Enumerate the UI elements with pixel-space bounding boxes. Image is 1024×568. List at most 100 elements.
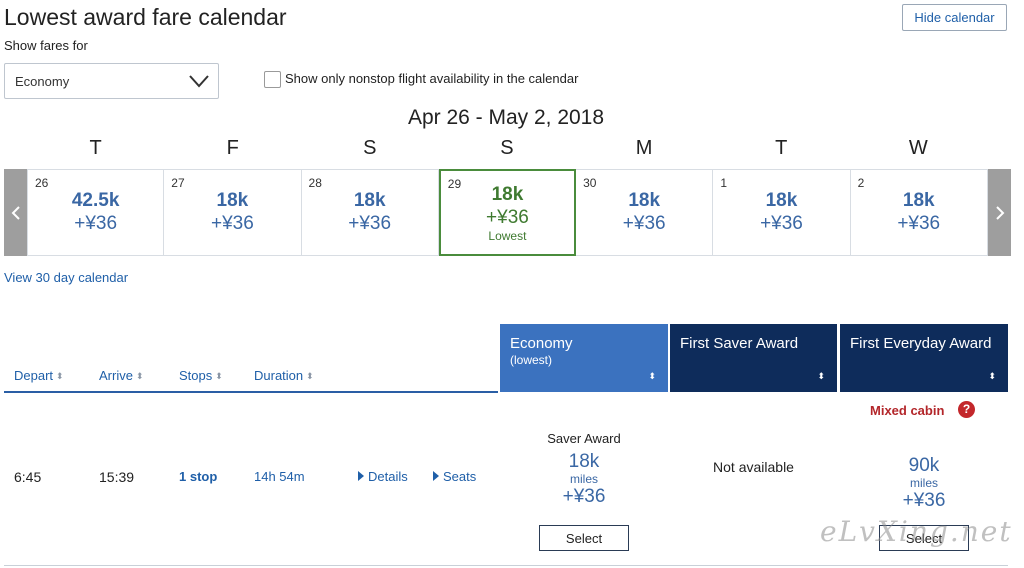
mixed-cabin-label: Mixed cabin — [870, 403, 945, 418]
day-number: 2 — [857, 176, 865, 190]
day-tax: +¥36 — [74, 213, 118, 234]
first-saver-header-title: First Saver Award — [680, 335, 799, 352]
calendar-week-row: 26 42.5k +¥36 27 18k +¥36 28 18k +¥36 29… — [4, 169, 1011, 257]
first-everyday-fare-cell: 90k miles +¥36 — [840, 455, 1008, 512]
sort-depart[interactable]: Depart ⬍ — [14, 368, 64, 383]
sort-stops-label: Stops — [179, 368, 213, 383]
flight-seats-link[interactable]: Seats — [433, 469, 476, 484]
saver-award-label: Saver Award — [547, 431, 621, 446]
day-tax: +¥36 — [211, 213, 254, 234]
economy-fare-tax: +¥36 — [562, 486, 606, 507]
sort-icon: ⬍ — [56, 371, 64, 381]
weekday-label: M — [635, 137, 653, 159]
sort-arrive-label: Arrive — [99, 368, 133, 383]
economy-select-button[interactable]: Select — [539, 525, 629, 551]
caret-right-icon — [358, 471, 364, 481]
nonstop-checkbox[interactable] — [264, 71, 281, 88]
day-tax: +¥36 — [348, 213, 392, 234]
day-miles: 18k — [491, 184, 524, 205]
next-week-button[interactable] — [988, 169, 1011, 256]
flight-details-link[interactable]: Details — [358, 469, 408, 484]
view-30-day-calendar-link[interactable]: View 30 day calendar — [4, 270, 129, 285]
day-miles: 18k — [902, 190, 935, 211]
lowest-label: Lowest — [488, 229, 527, 243]
day-miles: 18k — [628, 190, 661, 211]
calendar-day[interactable]: 28 18k +¥36 — [301, 169, 439, 256]
day-tax: +¥36 — [622, 213, 666, 234]
first-everyday-fare-miles: 90k — [908, 455, 940, 476]
flight-depart-time: 6:45 — [14, 469, 42, 485]
day-tax: +¥36 — [486, 207, 529, 228]
sort-icon: ⬍ — [817, 371, 825, 381]
sort-icon: ⬍ — [988, 371, 996, 381]
weekday-label: S — [363, 137, 377, 159]
weekday-label: W — [908, 137, 928, 159]
flight-stops-link[interactable]: 1 stop — [179, 469, 218, 484]
previous-week-button[interactable] — [4, 169, 27, 256]
caret-right-icon — [433, 471, 439, 481]
weekday-label: T — [775, 137, 788, 159]
day-number: 28 — [308, 176, 322, 190]
chevron-right-icon — [995, 205, 1004, 220]
flight-duration: 14h 54m — [254, 469, 305, 484]
economy-header-title: Economy — [510, 335, 573, 352]
chevron-down-icon — [188, 72, 210, 95]
calendar-day[interactable]: 26 42.5k +¥36 — [27, 169, 165, 256]
nonstop-checkbox-label[interactable]: Show only nonstop flight availability in… — [285, 71, 579, 86]
cabin-select-value: Economy — [15, 74, 70, 89]
weekday-label: F — [226, 137, 239, 159]
first-everyday-fare-tax: +¥36 — [902, 490, 946, 511]
weekday-header-row: T F S S M T W — [27, 137, 987, 161]
page-title: Lowest award fare calendar — [4, 4, 287, 30]
day-number: 29 — [447, 177, 462, 191]
sort-stops[interactable]: Stops ⬍ — [179, 368, 223, 383]
first-everyday-select-button[interactable]: Select — [879, 525, 969, 551]
hide-calendar-button[interactable]: Hide calendar — [902, 4, 1007, 31]
economy-fare-unit: miles — [569, 472, 598, 486]
sort-arrive[interactable]: Arrive ⬍ — [99, 368, 144, 383]
day-number: 30 — [583, 176, 597, 190]
sort-icon: ⬍ — [648, 371, 656, 381]
calendar-days: 26 42.5k +¥36 27 18k +¥36 28 18k +¥36 29… — [27, 169, 988, 257]
row-divider — [4, 565, 1008, 566]
sort-icon: ⬍ — [306, 371, 314, 381]
watermark: eLvXing.net — [820, 515, 1013, 548]
first-saver-not-available: Not available — [713, 459, 794, 475]
sort-bar: Depart ⬍ Arrive ⬍ Stops ⬍ Duration ⬍ — [4, 368, 498, 393]
economy-fare-cell: Saver Award 18k miles +¥36 — [500, 431, 668, 508]
cabin-select[interactable]: Economy — [4, 63, 219, 99]
day-number: 1 — [720, 176, 728, 190]
economy-column-header[interactable]: Economy (lowest) ⬍ — [500, 324, 668, 392]
first-everyday-column-header[interactable]: First Everyday Award ⬍ — [840, 324, 1008, 392]
day-miles: 18k — [765, 190, 798, 211]
day-miles: 18k — [353, 190, 386, 211]
chevron-left-icon — [11, 205, 20, 220]
sort-icon: ⬍ — [215, 371, 223, 381]
flight-arrive-time: 15:39 — [99, 469, 135, 485]
sort-depart-label: Depart — [14, 368, 54, 383]
show-fares-label: Show fares for — [4, 38, 88, 53]
sort-duration-label: Duration — [254, 368, 304, 383]
economy-header-subtitle: (lowest) — [510, 353, 553, 367]
calendar-day[interactable]: 1 18k +¥36 — [713, 169, 851, 256]
first-everyday-header-title: First Everyday Award — [850, 335, 992, 352]
day-number: 26 — [35, 176, 49, 190]
calendar-day[interactable]: 2 18k +¥36 — [850, 169, 988, 256]
day-miles: 42.5k — [71, 190, 120, 211]
details-label: Details — [368, 469, 408, 484]
day-tax: +¥36 — [760, 213, 803, 234]
calendar-day[interactable]: 27 18k +¥36 — [164, 169, 302, 256]
date-range-title: Apr 26 - May 2, 2018 — [407, 106, 605, 129]
first-saver-column-header[interactable]: First Saver Award ⬍ — [670, 324, 837, 392]
weekday-label: T — [89, 137, 102, 159]
sort-duration[interactable]: Duration ⬍ — [254, 368, 314, 383]
calendar-day[interactable]: 30 18k +¥36 — [576, 169, 714, 256]
weekday-label: S — [500, 137, 514, 159]
calendar-day-lowest[interactable]: 29 18k +¥36 Lowest — [438, 169, 577, 256]
seats-label: Seats — [443, 469, 477, 484]
day-miles: 18k — [216, 190, 249, 211]
help-icon[interactable]: ? — [958, 401, 975, 418]
sort-icon: ⬍ — [135, 371, 144, 381]
day-number: 27 — [171, 176, 185, 190]
first-everyday-fare-unit: miles — [909, 476, 938, 490]
